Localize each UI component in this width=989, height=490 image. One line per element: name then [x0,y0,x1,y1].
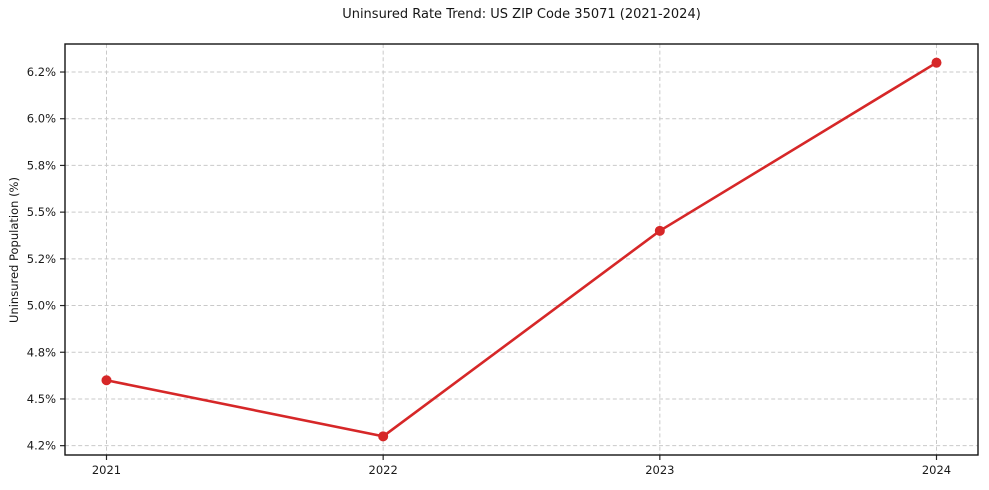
y-tick-label: 5.8% [27,158,56,172]
y-tick-label: 4.5% [27,392,56,406]
y-tick-label: 6.0% [27,112,56,126]
y-tick-label: 6.2% [27,65,56,79]
x-tick-label: 2024 [922,463,951,477]
data-point-2022 [378,431,389,442]
chart-title: Uninsured Rate Trend: US ZIP Code 35071 … [342,7,701,22]
y-tick-label: 5.5% [27,205,56,219]
data-point-2023 [654,225,665,236]
trend-line [105,61,938,438]
x-tick-label: 2022 [369,463,398,477]
y-tick-label: 5.2% [27,252,56,266]
x-tick-label: 2023 [645,463,674,477]
data-point-2024 [931,57,942,68]
y-tick-label: 4.2% [27,439,56,453]
data-point-2021 [101,375,112,386]
x-tick-label: 2021 [92,463,121,477]
y-tick-label: 4.8% [27,345,56,359]
axes-frame [64,43,979,456]
y-tick-label: 5.0% [27,299,56,313]
